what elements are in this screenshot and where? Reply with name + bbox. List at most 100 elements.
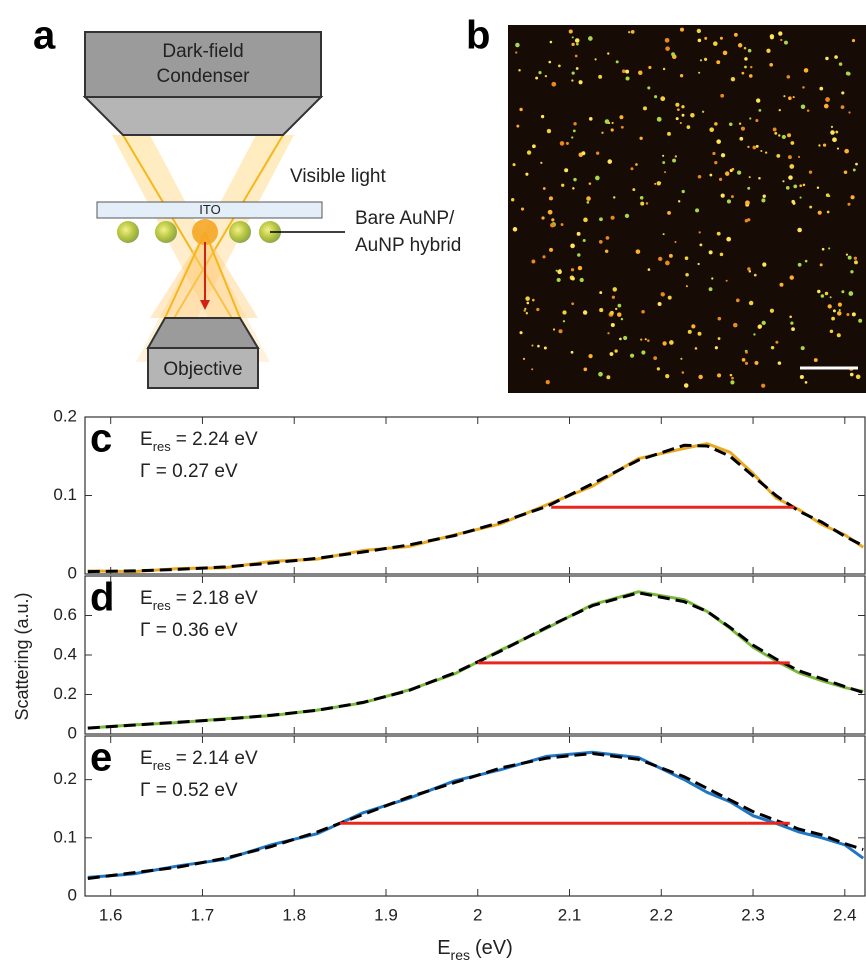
dot (551, 81, 557, 87)
dot (575, 42, 579, 46)
dot (610, 128, 614, 132)
x-tick-label: 2.2 (649, 905, 673, 924)
dot (712, 151, 716, 156)
symbol: E (140, 429, 153, 450)
dot (846, 312, 850, 317)
dot (612, 287, 618, 292)
dot (599, 217, 603, 222)
dot (798, 155, 801, 159)
dot (840, 105, 845, 109)
dot (611, 121, 614, 125)
dot (765, 151, 768, 154)
y-axis-label: Scattering (a.u.) (12, 592, 32, 720)
y-tick-label: 0.1 (53, 827, 77, 846)
particle-label: AuNP hybrid (355, 235, 461, 256)
dot (571, 79, 574, 82)
x-tick-label: 2.3 (741, 905, 765, 924)
dot (747, 48, 752, 53)
dot (570, 268, 575, 272)
dot (747, 186, 751, 190)
dot (802, 183, 806, 187)
x-tick-label: 2.4 (833, 905, 857, 924)
darkfield-image (508, 25, 866, 393)
dot (685, 272, 689, 277)
dot (772, 127, 777, 132)
dot (573, 122, 577, 126)
dot (845, 71, 850, 76)
x-tick-label: 1.7 (191, 905, 215, 924)
dot (669, 340, 674, 345)
dot (599, 291, 603, 295)
dot (852, 168, 856, 172)
dot (708, 287, 713, 292)
dot (535, 76, 539, 80)
dot (790, 141, 795, 145)
dot (544, 74, 548, 78)
dot (766, 48, 771, 53)
dot (623, 335, 628, 341)
dot (717, 373, 722, 378)
dot (843, 170, 848, 174)
dot (532, 144, 536, 149)
dot (542, 187, 546, 190)
dot (647, 268, 651, 271)
dot (538, 71, 542, 75)
dot (662, 233, 665, 236)
dot (737, 43, 743, 48)
dot (819, 86, 824, 91)
dot (854, 260, 858, 265)
dot (709, 173, 713, 177)
dot (656, 367, 660, 371)
dot (511, 198, 515, 202)
dot (654, 95, 658, 99)
dot (695, 208, 700, 213)
dot (625, 69, 630, 74)
dot (827, 304, 832, 309)
dot (761, 320, 766, 325)
dot (779, 282, 784, 287)
dot (640, 201, 645, 206)
dot (574, 38, 580, 43)
panel-label: d (90, 576, 114, 620)
dot (799, 374, 804, 380)
dot (850, 195, 855, 200)
dot (662, 154, 665, 157)
dot (726, 236, 732, 242)
dot (671, 52, 676, 57)
dot (752, 145, 757, 150)
linewidth-label: Γ = 0.52 eV (140, 780, 238, 801)
dot (632, 188, 636, 192)
dot (664, 37, 670, 43)
x-axis-label: Eres (eV) (437, 937, 513, 963)
dot (825, 193, 830, 197)
dot (582, 238, 586, 243)
y-tick-label: 0 (68, 723, 77, 742)
dot (785, 186, 790, 190)
dot (588, 182, 592, 185)
dot (747, 145, 750, 148)
dot (512, 163, 516, 167)
dot (599, 308, 604, 313)
dot (675, 117, 679, 121)
dot (858, 318, 863, 323)
dot (586, 196, 591, 201)
dot (788, 175, 793, 180)
dot (828, 247, 831, 250)
dot (699, 243, 703, 247)
dot (851, 38, 856, 43)
dot (730, 380, 735, 385)
dot (519, 107, 523, 112)
dot (540, 114, 545, 119)
dot (738, 122, 742, 125)
dot (776, 153, 781, 158)
ito-slide (96, 201, 323, 219)
dot (789, 275, 794, 280)
dot (556, 277, 561, 283)
dot (745, 200, 750, 206)
dot (644, 338, 647, 341)
dot (791, 327, 795, 332)
dot (694, 347, 698, 350)
dot (512, 227, 518, 232)
y-tick-label: 0.2 (53, 684, 77, 703)
